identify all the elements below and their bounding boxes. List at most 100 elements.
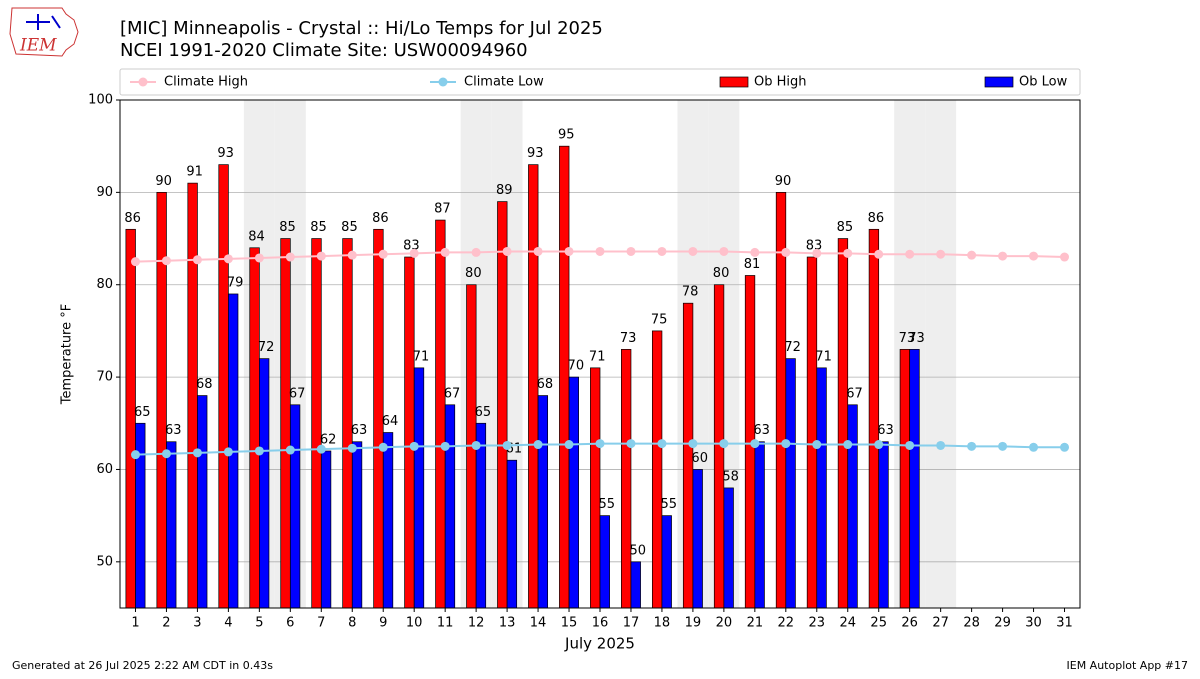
climate-marker xyxy=(812,248,822,258)
bar-value-label: 86 xyxy=(124,211,141,226)
climate-marker xyxy=(843,440,853,450)
climate-marker xyxy=(347,250,357,260)
bar-value-label: 71 xyxy=(413,349,430,364)
x-tick-label: 18 xyxy=(654,616,671,631)
x-tick-label: 27 xyxy=(932,616,949,631)
climate-marker xyxy=(1060,252,1070,262)
climate-marker xyxy=(192,255,202,265)
x-tick-label: 10 xyxy=(406,616,423,631)
x-tick-label: 11 xyxy=(437,616,454,631)
bar-value-label: 86 xyxy=(868,211,885,226)
climate-marker xyxy=(130,257,140,267)
climate-marker xyxy=(471,247,481,257)
bar xyxy=(506,459,518,609)
legend-swatch xyxy=(719,76,749,88)
bar-value-label: 84 xyxy=(248,229,265,244)
bar-value-label: 67 xyxy=(444,386,461,401)
bar-value-label: 63 xyxy=(165,423,182,438)
bar-value-label: 72 xyxy=(784,340,801,355)
climate-marker xyxy=(564,440,574,450)
x-tick-label: 26 xyxy=(901,616,918,631)
bar-value-label: 90 xyxy=(155,174,172,189)
climate-marker xyxy=(1029,251,1039,261)
climate-marker xyxy=(874,249,884,259)
bar-value-label: 78 xyxy=(682,285,699,300)
climate-marker xyxy=(285,252,295,262)
bar xyxy=(166,441,177,609)
y-tick-label: 100 xyxy=(88,93,113,108)
x-tick-label: 22 xyxy=(778,616,795,631)
bar xyxy=(899,349,911,609)
footer-left: Generated at 26 Jul 2025 2:22 AM CDT in … xyxy=(12,659,273,672)
climate-marker xyxy=(192,448,202,458)
bar xyxy=(444,404,456,609)
climate-marker xyxy=(595,246,605,256)
climate-marker xyxy=(1060,442,1070,452)
bar-value-label: 80 xyxy=(465,266,482,281)
bar xyxy=(909,349,920,609)
footer-right: IEM Autoplot App #17 xyxy=(1067,659,1189,672)
climate-marker xyxy=(626,439,636,449)
climate-marker xyxy=(502,246,512,256)
bar xyxy=(692,469,703,609)
x-tick-label: 16 xyxy=(592,616,609,631)
bar-value-label: 67 xyxy=(846,386,863,401)
x-tick-label: 30 xyxy=(1025,616,1042,631)
climate-marker xyxy=(874,440,884,450)
climate-marker xyxy=(595,439,605,449)
y-tick-label: 90 xyxy=(96,185,113,200)
bar xyxy=(868,228,880,609)
bar xyxy=(218,164,229,609)
bar-value-label: 55 xyxy=(599,497,616,512)
x-tick-label: 3 xyxy=(193,616,201,631)
bar xyxy=(249,247,260,609)
weekend-band xyxy=(925,100,957,608)
climate-marker xyxy=(409,248,419,258)
bar xyxy=(187,182,198,609)
bar xyxy=(497,201,508,609)
climate-marker xyxy=(533,246,543,256)
bar-value-label: 73 xyxy=(620,331,637,346)
bar-value-label: 79 xyxy=(227,275,244,290)
climate-marker xyxy=(719,246,729,256)
bar xyxy=(351,441,363,609)
chart-title: [MIC] Minneapolis - Crystal :: Hi/Lo Tem… xyxy=(120,18,603,39)
bar xyxy=(280,238,291,609)
x-tick-label: 8 xyxy=(348,616,356,631)
climate-marker xyxy=(316,251,326,261)
bar xyxy=(156,192,167,609)
climate-marker xyxy=(843,248,853,258)
bar xyxy=(568,376,579,609)
x-tick-label: 2 xyxy=(162,616,170,631)
climate-marker xyxy=(285,445,295,455)
bar-value-label: 63 xyxy=(351,423,368,438)
x-tick-label: 9 xyxy=(379,616,387,631)
bar-value-label: 73 xyxy=(899,331,916,346)
y-tick-label: 70 xyxy=(96,370,113,385)
x-tick-label: 6 xyxy=(286,616,294,631)
bar xyxy=(382,432,394,609)
bar xyxy=(878,441,889,609)
climate-marker xyxy=(564,246,574,256)
climate-marker xyxy=(905,440,915,450)
x-tick-label: 24 xyxy=(839,616,856,631)
y-tick-label: 80 xyxy=(96,277,113,292)
climate-marker xyxy=(657,439,667,449)
x-tick-label: 23 xyxy=(809,616,826,631)
bar-value-label: 81 xyxy=(744,257,761,272)
x-tick-label: 5 xyxy=(255,616,263,631)
bar xyxy=(847,404,858,609)
bar-value-label: 50 xyxy=(629,543,646,558)
x-tick-label: 25 xyxy=(870,616,887,631)
bar-value-label: 58 xyxy=(722,469,739,484)
bar-value-label: 65 xyxy=(134,405,151,420)
bar-value-label: 68 xyxy=(196,377,213,392)
bar-value-label: 70 xyxy=(568,359,585,374)
climate-marker xyxy=(998,251,1008,261)
logo: IEM xyxy=(9,7,79,57)
legend-box xyxy=(119,68,1081,96)
bar-value-label: 85 xyxy=(310,220,327,235)
climate-marker xyxy=(223,447,233,457)
logo-text: IEM xyxy=(19,36,57,56)
climate-marker xyxy=(719,439,729,449)
